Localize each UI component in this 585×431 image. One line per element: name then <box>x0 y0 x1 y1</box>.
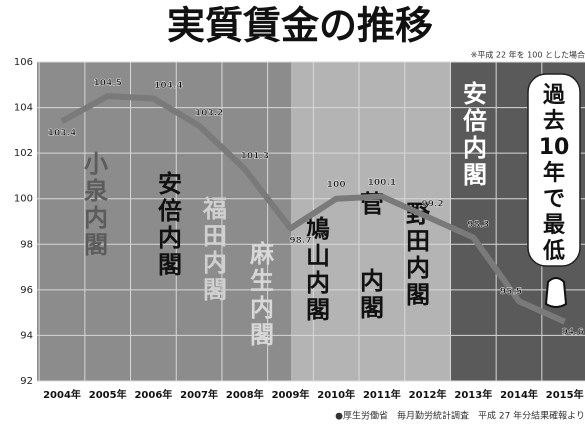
y-tick-label: 98 <box>20 239 33 250</box>
x-tick-label: 2014年 <box>500 388 538 401</box>
value-label: 100 <box>327 180 346 190</box>
y-tick-label: 106 <box>14 57 33 68</box>
cabinet-char: 内 <box>406 254 430 282</box>
cabinet-char: 内 <box>306 269 330 297</box>
y-tick-label: 104 <box>14 103 33 114</box>
cabinet-char: 閣 <box>203 276 227 304</box>
cabinet-char: 安 <box>463 80 487 108</box>
cabinet-char: 山 <box>306 242 330 270</box>
y-tick-label: 96 <box>20 285 33 296</box>
cabinet-char: 小 <box>84 150 108 178</box>
value-label: 98.7 <box>289 236 311 246</box>
cabinet-label: 安倍内閣 <box>463 80 487 189</box>
cabinet-char: 泉 <box>84 177 109 205</box>
value-label: 103.4 <box>48 129 76 139</box>
x-tick-label: 2012年 <box>409 388 447 401</box>
value-label: 104.4 <box>154 81 182 91</box>
cabinet-label: 安倍内閣 <box>158 170 182 279</box>
cabinet-char: 田 <box>406 227 430 255</box>
cabinet-label: 福田内閣 <box>202 195 227 304</box>
face-icon <box>546 278 566 307</box>
x-tick-label: 2010年 <box>317 388 355 401</box>
cabinet-char: 閣 <box>250 321 274 349</box>
chart-title: 実質賃金の推移 <box>167 4 433 48</box>
value-label: 103.2 <box>195 108 223 118</box>
value-label: 95.5 <box>500 287 522 297</box>
callout-char: 去 <box>543 109 565 134</box>
cabinet-char: 倍 <box>463 107 487 135</box>
cabinet-char: 生 <box>250 267 274 295</box>
cabinet-label: 鳩山内閣 <box>306 215 330 324</box>
cabinet-char: 内 <box>158 224 182 252</box>
cabinet-char: 内 <box>203 249 227 277</box>
x-tick-label: 2013年 <box>454 388 492 401</box>
cabinet-label: 麻生内閣 <box>249 240 275 349</box>
x-tick-label: 2008年 <box>226 388 264 401</box>
x-tick-label: 2009年 <box>272 388 310 401</box>
cabinet-char: 閣 <box>84 231 108 259</box>
cabinet-char: 閣 <box>406 281 430 309</box>
y-tick-label: 102 <box>14 148 33 159</box>
value-label: 94.6 <box>562 327 584 337</box>
callout-char: 過 <box>543 82 566 108</box>
cabinet-char: 閣 <box>360 294 384 322</box>
x-tick-label: 2006年 <box>134 388 172 401</box>
subtitle: ※平成 22 年を 100 とした場合 <box>471 50 585 60</box>
cabinet-label: 小泉内閣 <box>84 150 109 259</box>
value-label: 98.3 <box>467 220 489 230</box>
x-tick-label: 2011年 <box>363 388 401 401</box>
value-label: 99.2 <box>421 199 443 209</box>
cabinet-char: 内 <box>84 204 108 232</box>
y-tick-label: 94 <box>20 330 33 341</box>
value-label: 100.1 <box>368 178 396 188</box>
value-label: 104.5 <box>93 79 121 89</box>
cabinet-char: 田 <box>203 222 227 250</box>
callout-char: 低 <box>542 239 565 264</box>
source: ●厚生労働省 毎月勤労統計調査 平成 27 年分結果確報より <box>335 410 585 422</box>
cabinet-char: 内 <box>250 294 274 322</box>
cabinet-char: 内 <box>360 267 384 295</box>
cabinet-char: 麻 <box>249 240 275 268</box>
cabinet-char: 安 <box>158 170 182 198</box>
x-tick-label: 2004年 <box>43 388 81 401</box>
y-tick-label: 92 <box>20 376 33 387</box>
chart: 実質賃金の推移 ※平成 22 年を 100 とした場合 ●厚生労働省 毎月勤労統… <box>0 0 585 427</box>
callout-char: 最 <box>543 213 566 238</box>
cabinet-char: 内 <box>463 134 487 162</box>
cabinet-char: 閣 <box>158 251 182 279</box>
cabinet-char: 閣 <box>306 296 330 324</box>
value-label: 101.3 <box>241 152 269 162</box>
callout-char: で <box>543 187 565 212</box>
x-tick-label: 2015年 <box>546 388 584 401</box>
y-tick-label: 100 <box>14 194 33 205</box>
cabinet-char: 福 <box>202 195 227 223</box>
cabinet-char: 閣 <box>463 161 487 189</box>
callout-char: 10 <box>539 135 570 160</box>
callout-char: 年 <box>543 160 565 186</box>
cabinet-char: 倍 <box>158 197 182 225</box>
x-tick-label: 2005年 <box>89 388 127 401</box>
x-tick-label: 2007年 <box>180 388 218 401</box>
